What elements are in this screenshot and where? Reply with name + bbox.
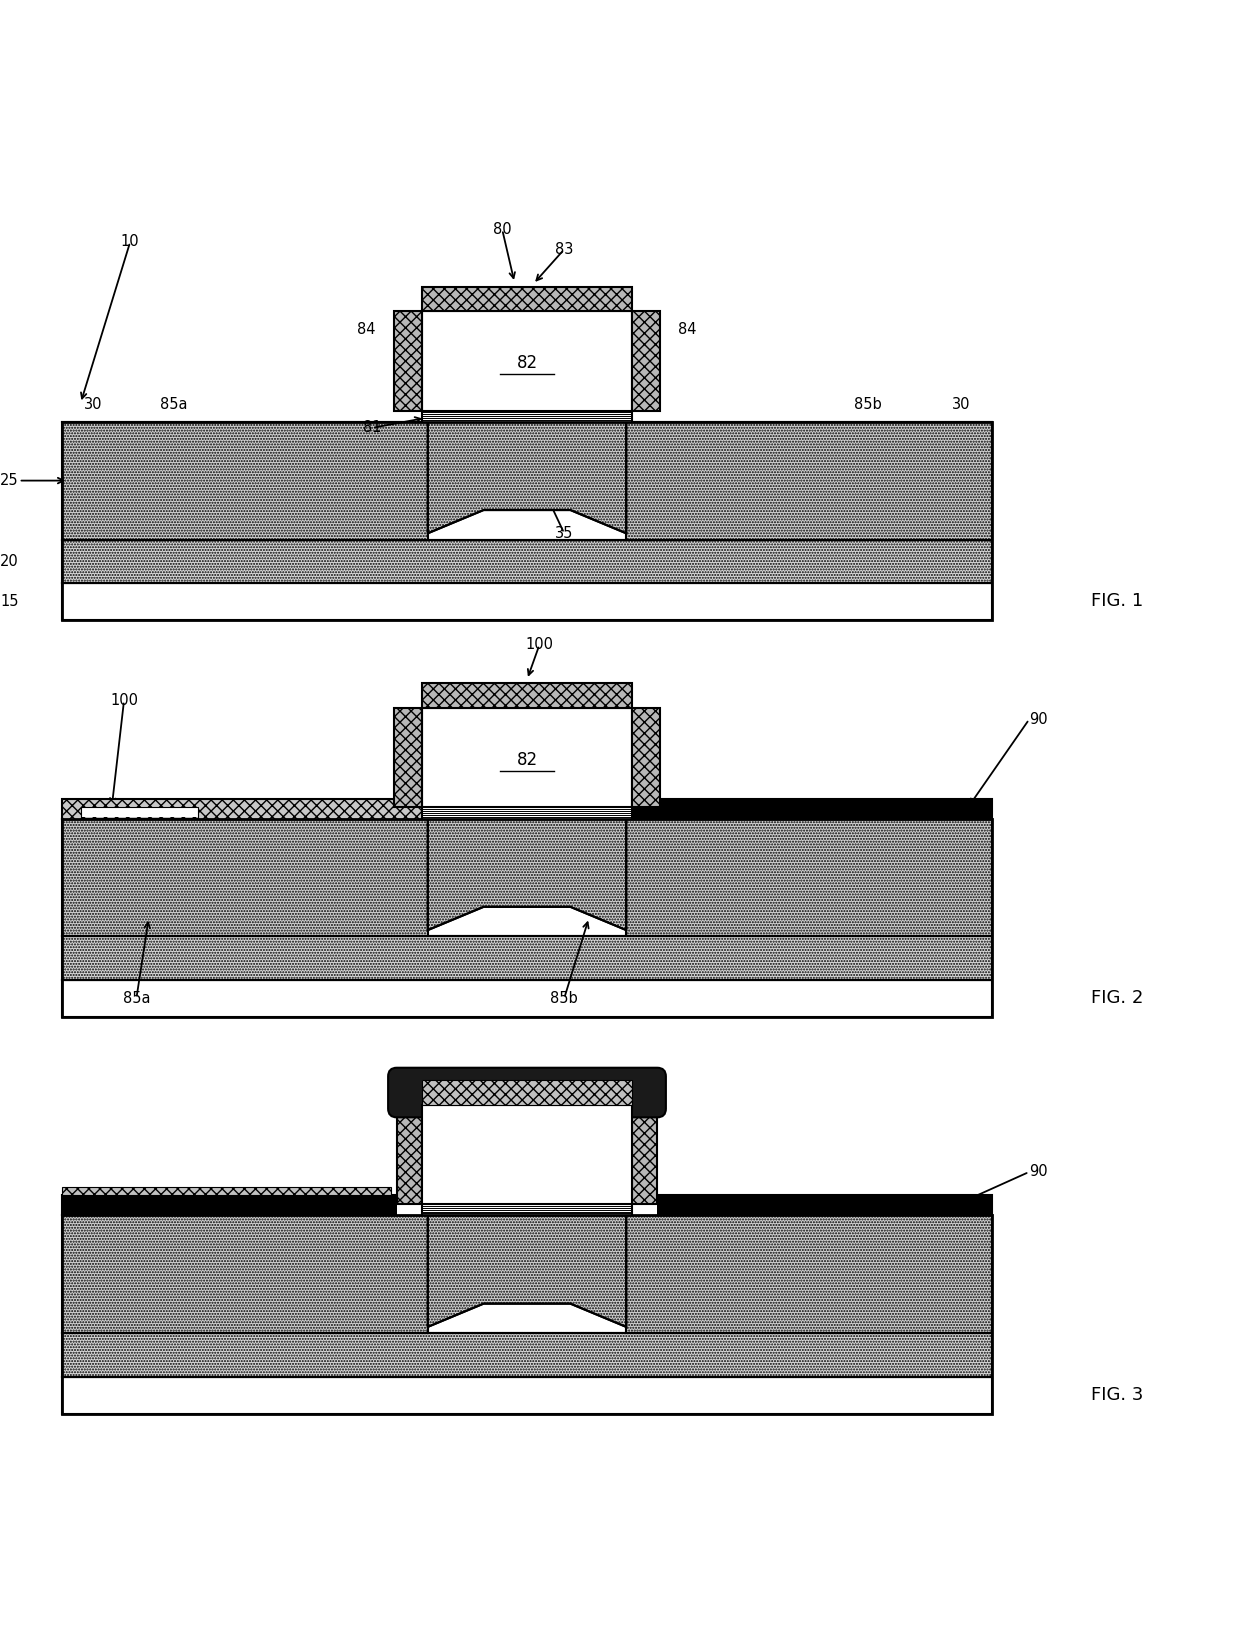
Text: 15: 15 — [0, 594, 19, 609]
Bar — [62, 1195, 992, 1215]
Bar — [81, 802, 205, 817]
Bar — [422, 1205, 632, 1215]
Text: 85b: 85b — [854, 396, 882, 413]
Text: 84: 84 — [678, 322, 697, 337]
Bar — [62, 540, 992, 583]
Bar — [62, 818, 992, 1017]
Text: 82: 82 — [516, 354, 538, 372]
Text: 83: 83 — [556, 242, 573, 257]
FancyBboxPatch shape — [388, 1067, 666, 1118]
Bar — [626, 1215, 992, 1333]
Bar — [397, 1105, 422, 1205]
Bar — [62, 936, 992, 979]
Text: 100: 100 — [526, 637, 553, 653]
Bar — [62, 1215, 428, 1333]
Polygon shape — [394, 709, 422, 807]
Polygon shape — [632, 709, 660, 807]
Polygon shape — [428, 818, 626, 930]
Text: 84: 84 — [357, 322, 376, 337]
Text: 110: 110 — [389, 1097, 417, 1112]
Bar — [62, 1377, 992, 1414]
Bar — [422, 807, 632, 818]
Text: 90: 90 — [1029, 1164, 1048, 1179]
Bar — [422, 411, 632, 422]
Bar — [422, 1080, 632, 1105]
Bar — [62, 799, 422, 818]
Text: 30: 30 — [952, 396, 970, 413]
Text: FIG. 3: FIG. 3 — [1091, 1387, 1143, 1405]
Text: 81: 81 — [363, 421, 381, 435]
Text: 82: 82 — [516, 751, 538, 769]
Text: 90: 90 — [1029, 712, 1048, 727]
Polygon shape — [428, 422, 626, 534]
Text: 35: 35 — [556, 525, 573, 540]
Text: 20: 20 — [0, 553, 19, 568]
Bar — [422, 1105, 632, 1205]
Bar — [422, 709, 632, 807]
Bar — [422, 311, 632, 411]
Polygon shape — [632, 311, 660, 411]
Bar — [62, 979, 992, 1017]
Bar — [422, 286, 632, 311]
Text: 85a: 85a — [160, 396, 187, 413]
Polygon shape — [394, 311, 422, 411]
Bar — [62, 818, 428, 936]
Bar — [422, 683, 632, 709]
Text: 85b: 85b — [551, 990, 578, 1005]
Polygon shape — [428, 1215, 626, 1328]
Bar — [62, 1333, 992, 1377]
Bar — [632, 799, 992, 818]
Text: 30: 30 — [84, 396, 102, 413]
Bar — [62, 583, 992, 620]
Text: 85a: 85a — [123, 990, 150, 1005]
Bar — [62, 422, 428, 540]
Bar — [62, 422, 992, 620]
Text: FIG. 1: FIG. 1 — [1091, 593, 1143, 611]
Polygon shape — [62, 799, 422, 818]
Bar — [422, 1080, 632, 1105]
Bar — [626, 818, 992, 936]
Text: FIG. 2: FIG. 2 — [1091, 989, 1143, 1007]
Bar — [62, 1215, 992, 1414]
Bar — [632, 1105, 657, 1205]
Text: 25: 25 — [0, 473, 19, 488]
Text: 100: 100 — [110, 692, 138, 709]
Polygon shape — [62, 1187, 391, 1195]
Bar — [397, 1195, 657, 1215]
Text: 80: 80 — [492, 223, 512, 237]
Text: 10: 10 — [120, 234, 140, 249]
Bar — [626, 422, 992, 540]
